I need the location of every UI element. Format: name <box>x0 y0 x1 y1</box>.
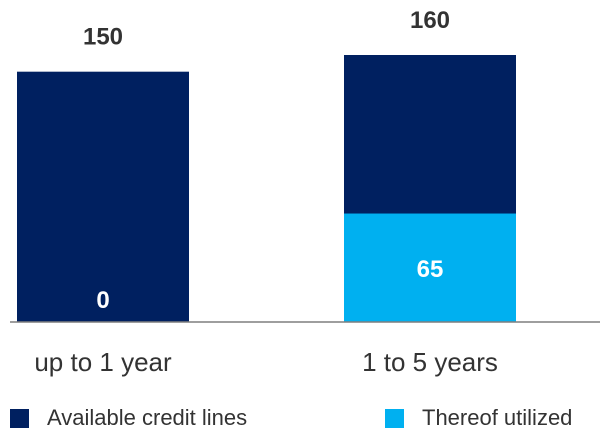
utilized-label-2: 65 <box>417 256 444 283</box>
bars-group <box>17 55 516 322</box>
legend-swatch-available <box>10 408 29 428</box>
legend-label-available: Available credit lines <box>47 405 248 430</box>
total-label-1: 150 <box>83 24 123 51</box>
legend-item-utilized: Thereof utilized <box>385 403 572 433</box>
bar-available-1 <box>17 71 189 322</box>
legend-swatch-utilized <box>385 408 404 428</box>
legend-item-available: Available credit lines <box>10 403 247 433</box>
utilized-label-1: 0 <box>96 287 109 314</box>
credit-lines-chart: 150 0 up to 1 year 160 65 1 to 5 years <box>10 7 600 377</box>
category-label-1: up to 1 year <box>34 347 172 377</box>
legend: Available credit lines Thereof utilized <box>10 403 600 433</box>
legend-label-utilized: Thereof utilized <box>422 405 573 430</box>
total-label-2: 160 <box>410 7 450 34</box>
bar-utilized-2 <box>344 213 516 322</box>
labels-group: 150 0 up to 1 year 160 65 1 to 5 years <box>34 7 498 377</box>
category-label-2: 1 to 5 years <box>362 347 498 377</box>
